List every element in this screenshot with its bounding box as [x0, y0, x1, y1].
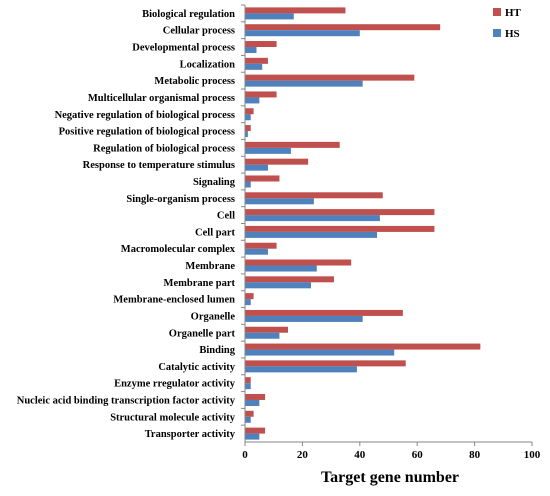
bar-hs-response-to-temperature-stimulus	[245, 164, 268, 171]
bar-ht-response-to-temperature-stimulus	[245, 158, 309, 165]
category-label: Membrane part	[164, 278, 236, 289]
bars-layer	[245, 7, 481, 440]
x-tick-label: 60	[412, 449, 424, 461]
bar-ht-single-organism-process	[245, 192, 383, 199]
category-label: Metabolic process	[154, 76, 235, 87]
bar-ht-membrane-enclosed-lumen	[245, 293, 254, 300]
bar-ht-cell-part	[245, 225, 435, 232]
bar-ht-signaling	[245, 175, 280, 182]
bar-ht-cell	[245, 209, 435, 216]
category-label: Organelle	[191, 311, 236, 322]
bar-ht-positive-regulation-of-biological-process	[245, 125, 251, 132]
bar-ht-regulation-of-biological-process	[245, 141, 340, 148]
bar-hs-binding	[245, 349, 395, 356]
bar-ht-organelle-part	[245, 326, 289, 333]
category-label: Macromolecular complex	[121, 244, 236, 255]
bar-ht-binding	[245, 343, 481, 350]
bar-hs-biological-regulation	[245, 13, 294, 20]
category-label: Regulation of biological process	[93, 143, 235, 154]
bar-hs-negative-regulation-of-biological-process	[245, 114, 251, 121]
bar-ht-biological-regulation	[245, 7, 346, 14]
bar-ht-developmental-process	[245, 41, 277, 48]
bar-hs-metabolic-process	[245, 80, 363, 87]
bar-hs-membrane-enclosed-lumen	[245, 299, 251, 306]
bar-ht-organelle	[245, 309, 403, 316]
bar-hs-cell	[245, 215, 380, 222]
legend-label-hs: HS	[505, 28, 520, 40]
bar-hs-catalytic-activity	[245, 366, 357, 373]
category-label: Multicellular organismal process	[88, 93, 235, 104]
category-label: Cell part	[195, 227, 235, 238]
x-tick-label: 80	[469, 449, 481, 461]
bar-hs-organelle	[245, 315, 363, 322]
category-label: Cellular process	[163, 26, 235, 37]
bar-hs-multicellular-organismal-process	[245, 97, 260, 104]
bar-hs-single-organism-process	[245, 198, 314, 205]
category-label: Cell	[217, 211, 235, 222]
bar-hs-membrane-part	[245, 282, 312, 289]
bar-hs-transporter-activity	[245, 433, 260, 440]
axes-layer	[241, 4, 533, 446]
category-label: Structural molecule activity	[110, 412, 236, 423]
category-label: Signaling	[193, 177, 236, 188]
bar-hs-cellular-process	[245, 30, 360, 37]
category-label: Organelle part	[169, 328, 236, 339]
legend: HT HS	[493, 7, 522, 40]
x-axis-title: Target gene number	[321, 469, 459, 486]
category-label: Catalytic activity	[158, 362, 235, 373]
bar-ht-localization	[245, 57, 268, 64]
legend-swatch-hs	[493, 29, 501, 37]
bar-hs-signaling	[245, 181, 251, 188]
category-label: Enzyme rregulator activity	[114, 379, 236, 390]
category-label: Localization	[180, 59, 236, 70]
bar-ht-structural-molecule-activity	[245, 410, 254, 417]
bar-hs-membrane	[245, 265, 317, 272]
legend-label-ht: HT	[505, 7, 522, 19]
bar-hs-regulation-of-biological-process	[245, 147, 291, 154]
x-tick-label: 100	[524, 449, 541, 461]
category-label: Negative regulation of biological proces…	[55, 110, 235, 121]
bar-ht-nucleic-acid-binding-transcription-factor-activity	[245, 393, 266, 400]
bar-hs-localization	[245, 63, 263, 70]
bar-hs-enzyme-rregulator-activity	[245, 383, 251, 390]
category-label: Developmental process	[132, 43, 235, 54]
x-tick-label: 40	[354, 449, 366, 461]
bar-hs-cell-part	[245, 231, 378, 238]
category-label: Membrane-enclosed lumen	[113, 295, 235, 306]
bar-ht-transporter-activity	[245, 427, 266, 434]
category-label: Transporter activity	[145, 429, 236, 440]
bar-ht-enzyme-rregulator-activity	[245, 377, 251, 384]
x-tick-label: 0	[242, 449, 248, 461]
bar-ht-catalytic-activity	[245, 360, 406, 367]
bar-ht-cellular-process	[245, 24, 441, 31]
category-label: Nucleic acid binding transcription facto…	[17, 395, 236, 406]
category-label: Membrane	[185, 261, 235, 272]
bar-hs-nucleic-acid-binding-transcription-factor-activity	[245, 399, 260, 406]
category-label: Single-organism process	[126, 194, 235, 205]
legend-swatch-ht	[493, 8, 501, 16]
bar-ht-membrane	[245, 259, 352, 266]
category-label: Response to temperature stimulus	[83, 160, 235, 171]
bar-ht-multicellular-organismal-process	[245, 91, 277, 98]
category-label: Binding	[199, 345, 235, 356]
bar-ht-macromolecular-complex	[245, 242, 277, 249]
bar-hs-positive-regulation-of-biological-process	[245, 131, 248, 138]
x-tick-labels: 0 20 40 60 80 100	[242, 449, 541, 461]
bar-ht-metabolic-process	[245, 74, 415, 81]
bar-hs-structural-molecule-activity	[245, 416, 251, 423]
x-tick-label: 20	[297, 449, 309, 461]
category-label: Positive regulation of biological proces…	[59, 127, 235, 138]
bar-ht-membrane-part	[245, 276, 334, 283]
bar-hs-macromolecular-complex	[245, 248, 268, 255]
category-labels: Biological regulation Cellular process Dev…	[17, 9, 236, 440]
bar-ht-negative-regulation-of-biological-process	[245, 108, 254, 115]
category-label: Biological regulation	[142, 9, 235, 20]
bar-hs-developmental-process	[245, 47, 257, 54]
bar-hs-organelle-part	[245, 332, 280, 339]
